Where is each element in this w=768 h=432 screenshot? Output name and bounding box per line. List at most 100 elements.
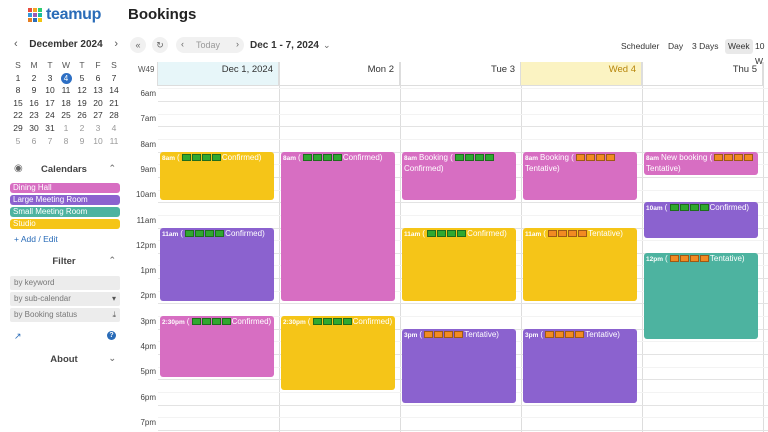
status-filter-select[interactable]: by Booking status ⤓ (10, 308, 120, 322)
view-tab-week[interactable]: Week (725, 39, 753, 54)
mini-cal-day[interactable]: 21 (109, 97, 119, 108)
booking-event[interactable]: 8am( Confirmed) (281, 151, 395, 302)
mini-cal-day[interactable]: 16 (29, 97, 39, 108)
half-hour-gridline (158, 316, 768, 318)
mini-cal-day[interactable]: 12 (77, 85, 87, 96)
mini-cal-day[interactable]: 4 (111, 122, 117, 133)
about-section-header[interactable]: About ⌄ (10, 353, 118, 367)
mini-cal-day[interactable]: 1 (15, 72, 21, 83)
mini-cal-day[interactable]: 3 (47, 72, 53, 83)
collapse-sidebar-button[interactable]: « (130, 37, 146, 53)
calendar-item[interactable]: Studio (10, 219, 120, 229)
mini-cal-day[interactable]: 25 (61, 110, 71, 121)
add-edit-link[interactable]: + Add / Edit (14, 234, 58, 244)
view-tab-3-days[interactable]: 3 Days (692, 41, 719, 51)
booking-event[interactable]: 11am( Confirmed) (160, 227, 274, 302)
mini-cal-day[interactable]: 15 (13, 97, 23, 108)
today-nav[interactable]: ‹ Today › (176, 37, 244, 53)
day-header[interactable]: Dec 1, 2024 (158, 62, 279, 86)
time-label: 10am (135, 190, 156, 200)
booking-event[interactable]: 11am( Tentative) (523, 227, 637, 302)
mini-cal-day[interactable]: 7 (47, 135, 53, 146)
mini-cal-day[interactable]: 23 (29, 110, 39, 121)
next-week-icon[interactable]: › (236, 39, 239, 49)
booking-event[interactable]: 8am( Confirmed) (160, 151, 274, 201)
mini-cal-day[interactable]: 11 (109, 135, 119, 146)
mini-cal-day-today[interactable]: 4 (58, 72, 74, 85)
mini-cal-day[interactable]: 13 (93, 85, 103, 96)
day-header[interactable]: Tue 3 (400, 62, 521, 86)
mini-cal-day[interactable]: 1 (63, 122, 69, 133)
mini-cal-day[interactable]: 5 (79, 72, 85, 83)
view-tab-day[interactable]: Day (668, 41, 684, 51)
mini-cal-day[interactable]: 19 (77, 97, 87, 108)
prev-week-icon[interactable]: ‹ (181, 39, 184, 49)
mini-cal-day[interactable]: 6 (95, 72, 101, 83)
calendar-item[interactable]: Small Meeting Room (10, 207, 120, 217)
booking-event[interactable]: 8am Booking ( Tentative) (523, 151, 637, 201)
mini-cal-day[interactable]: 14 (109, 85, 119, 96)
eye-icon[interactable]: ◉ (14, 163, 23, 174)
mini-cal-day[interactable]: 30 (29, 122, 39, 133)
mini-cal-day[interactable]: 8 (15, 85, 21, 96)
keyword-filter-input[interactable]: by keyword (10, 276, 120, 290)
booking-event[interactable]: 3pm( Tentative) (402, 328, 516, 403)
mini-cal-day[interactable]: 7 (111, 72, 117, 83)
booking-event[interactable]: 8am New booking ( Tentative) (644, 151, 758, 175)
mini-cal-day[interactable]: 31 (45, 122, 55, 133)
subcalendar-filter-select[interactable]: by sub-calendar ▾ (10, 292, 120, 306)
mini-cal-day[interactable]: 26 (77, 110, 87, 121)
mini-cal-day[interactable]: 20 (93, 97, 103, 108)
mini-cal-day[interactable]: 29 (13, 122, 23, 133)
mini-cal-day[interactable]: 28 (109, 110, 119, 121)
day-header[interactable]: Mon 2 (279, 62, 400, 86)
mini-cal-day[interactable]: 10 (45, 85, 55, 96)
mini-cal-day[interactable]: 2 (31, 72, 37, 83)
mini-cal-day[interactable]: 2 (79, 122, 85, 133)
mini-cal-day[interactable]: 18 (61, 97, 71, 108)
day-header[interactable]: Wed 4 (521, 62, 642, 86)
refresh-button[interactable]: ↻ (152, 37, 168, 53)
calendar-item[interactable]: Large Meeting Room (10, 195, 120, 205)
mini-cal-prev-icon[interactable]: ‹ (14, 38, 18, 50)
chevron-up-icon[interactable]: ⌃ (108, 255, 116, 265)
mini-cal-day[interactable]: 22 (13, 110, 23, 121)
mini-cal-day[interactable]: 9 (31, 85, 37, 96)
teamup-logo[interactable]: teamup (28, 6, 101, 24)
mini-cal-day[interactable]: 17 (45, 97, 55, 108)
mini-cal-day[interactable]: 24 (45, 110, 55, 121)
mini-cal-next-icon[interactable]: › (114, 38, 118, 50)
calendars-section-header[interactable]: ◉ Calendars ⌃ (10, 163, 118, 177)
share-icon[interactable]: ↗ (14, 331, 22, 341)
weekday-label: S (15, 60, 21, 70)
confirmed-square-icon (201, 153, 211, 161)
booking-event[interactable]: 12pm( Tentative) (644, 252, 758, 340)
filter-section-header[interactable]: Filter ⌃ (10, 255, 118, 269)
confirmed-square-icon (312, 318, 322, 326)
calendar-item[interactable]: Dining Hall (10, 183, 120, 193)
tentative-square-icon (434, 330, 444, 338)
booking-event[interactable]: 3pm( Tentative) (523, 328, 637, 403)
booking-event[interactable]: 8am Booking ( Confirmed) (402, 151, 516, 201)
view-tab-scheduler[interactable]: Scheduler (621, 41, 660, 51)
chevron-down-icon[interactable]: ⌄ (108, 353, 116, 363)
booking-event[interactable]: 10am( Confirmed) (644, 202, 758, 239)
booking-event[interactable]: 2:30pm( Confirmed) (160, 316, 274, 378)
day-header[interactable]: Thu 5 (642, 62, 763, 86)
event-status: Confirmed) (467, 228, 507, 238)
mini-cal-day[interactable]: 9 (79, 135, 85, 146)
mini-cal-day[interactable]: 11 (61, 85, 71, 96)
booking-event[interactable]: 2:30pm( Confirmed) (281, 316, 395, 390)
mini-cal-day[interactable]: 27 (93, 110, 103, 121)
date-range-picker[interactable]: Dec 1 - 7, 2024 ⌄ (250, 40, 330, 51)
mini-cal-day[interactable]: 8 (63, 135, 69, 146)
mini-cal-day[interactable]: 6 (31, 135, 37, 146)
today-button[interactable]: Today (196, 40, 221, 50)
help-icon[interactable]: ? (107, 331, 116, 340)
mini-cal-day[interactable]: 3 (95, 122, 101, 133)
chevron-up-icon[interactable]: ⌃ (108, 163, 116, 173)
booking-event[interactable]: 11am( Confirmed) (402, 227, 516, 302)
view-tab-10-w[interactable]: 10 W (755, 41, 765, 66)
mini-cal-day[interactable]: 5 (15, 135, 21, 146)
mini-cal-day[interactable]: 10 (93, 135, 103, 146)
